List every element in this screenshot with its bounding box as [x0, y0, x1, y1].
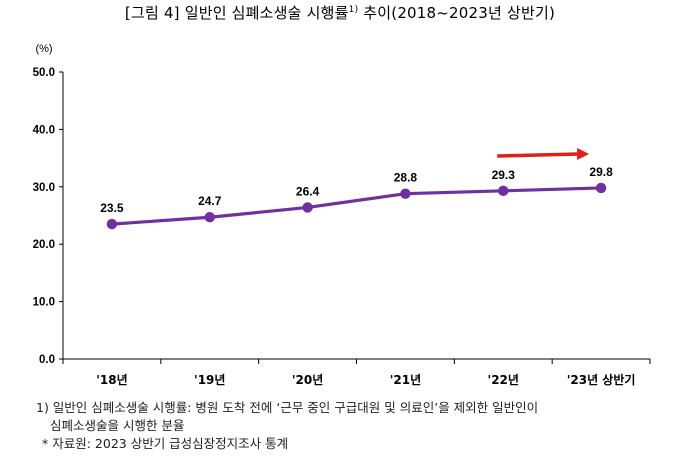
data-point	[204, 212, 215, 223]
data-label: 29.8	[589, 165, 613, 179]
x-tick-label: '19년	[194, 373, 225, 387]
y-tick-label: 0.0	[39, 354, 55, 366]
y-tick-label: 30.0	[33, 182, 55, 194]
data-point	[302, 202, 313, 213]
figure-title-tail: 추이(2018~2023년 상반기)	[358, 4, 556, 22]
x-tick-label: '22년	[488, 373, 519, 387]
figure-title-footnote-mark: 1)	[348, 5, 359, 15]
x-tick-label: '21년	[390, 373, 421, 387]
y-unit-label: (%)	[35, 43, 52, 55]
x-tick-label: '20년	[292, 373, 323, 387]
y-tick-label: 50.0	[33, 67, 55, 79]
y-tick-label: 10.0	[33, 297, 55, 309]
data-label: 24.7	[198, 194, 222, 208]
data-labels: 23.5 24.7 26.4 28.8 29.3 29.8	[100, 165, 613, 215]
x-tick-label: '18년	[96, 373, 127, 387]
figure-title: [그림 4] 일반인 심폐소생술 시행률1) 추이(2018~2023년 상반기…	[0, 2, 680, 23]
chart-container: (%) 0.0 10.0 20.0 30.0 40.0 50.0 '18년 '19년 '20년…	[33, 43, 651, 387]
data-point	[400, 188, 411, 199]
data-point	[106, 218, 118, 230]
trend-arrow-shaft	[497, 152, 580, 158]
data-point	[498, 185, 509, 197]
y-tick-label: 20.0	[33, 239, 55, 251]
source-note: * 자료원: 2023 상반기 급성심장정지조사 통계	[42, 436, 289, 451]
data-label: 26.4	[296, 184, 320, 198]
x-tick-label: '23년 상반기	[567, 372, 636, 387]
x-axis: '18년 '19년 '20년 '21년 '22년 '23년 상반기	[62, 358, 651, 387]
data-point	[595, 182, 607, 194]
figure-title-main: [그림 4] 일반인 심폐소생술 시행률	[124, 4, 349, 22]
annotation	[497, 148, 590, 160]
footnote-1-line-1: 1) 일반인 심폐소생술 시행률: 병원 도착 전에 ‘근무 중인 구급대원 및…	[36, 400, 539, 415]
data-label: 29.3	[492, 168, 516, 182]
y-tick-label: 40.0	[33, 124, 55, 136]
trend-arrow-head	[577, 148, 590, 160]
series-group	[106, 182, 607, 230]
data-label: 28.8	[394, 171, 418, 185]
y-axis: 0.0 10.0 20.0 30.0 40.0 50.0	[33, 67, 64, 366]
footnotes: 1) 일반인 심폐소생술 시행률: 병원 도착 전에 ‘근무 중인 구급대원 및…	[36, 399, 676, 453]
footnote-1-line-2: 심폐소생술을 시행한 분율	[50, 418, 185, 433]
data-label: 23.5	[100, 201, 124, 215]
line-chart: (%) 0.0 10.0 20.0 30.0 40.0 50.0 '18년 '19년 '20년…	[33, 43, 651, 387]
series-line	[111, 186, 602, 226]
